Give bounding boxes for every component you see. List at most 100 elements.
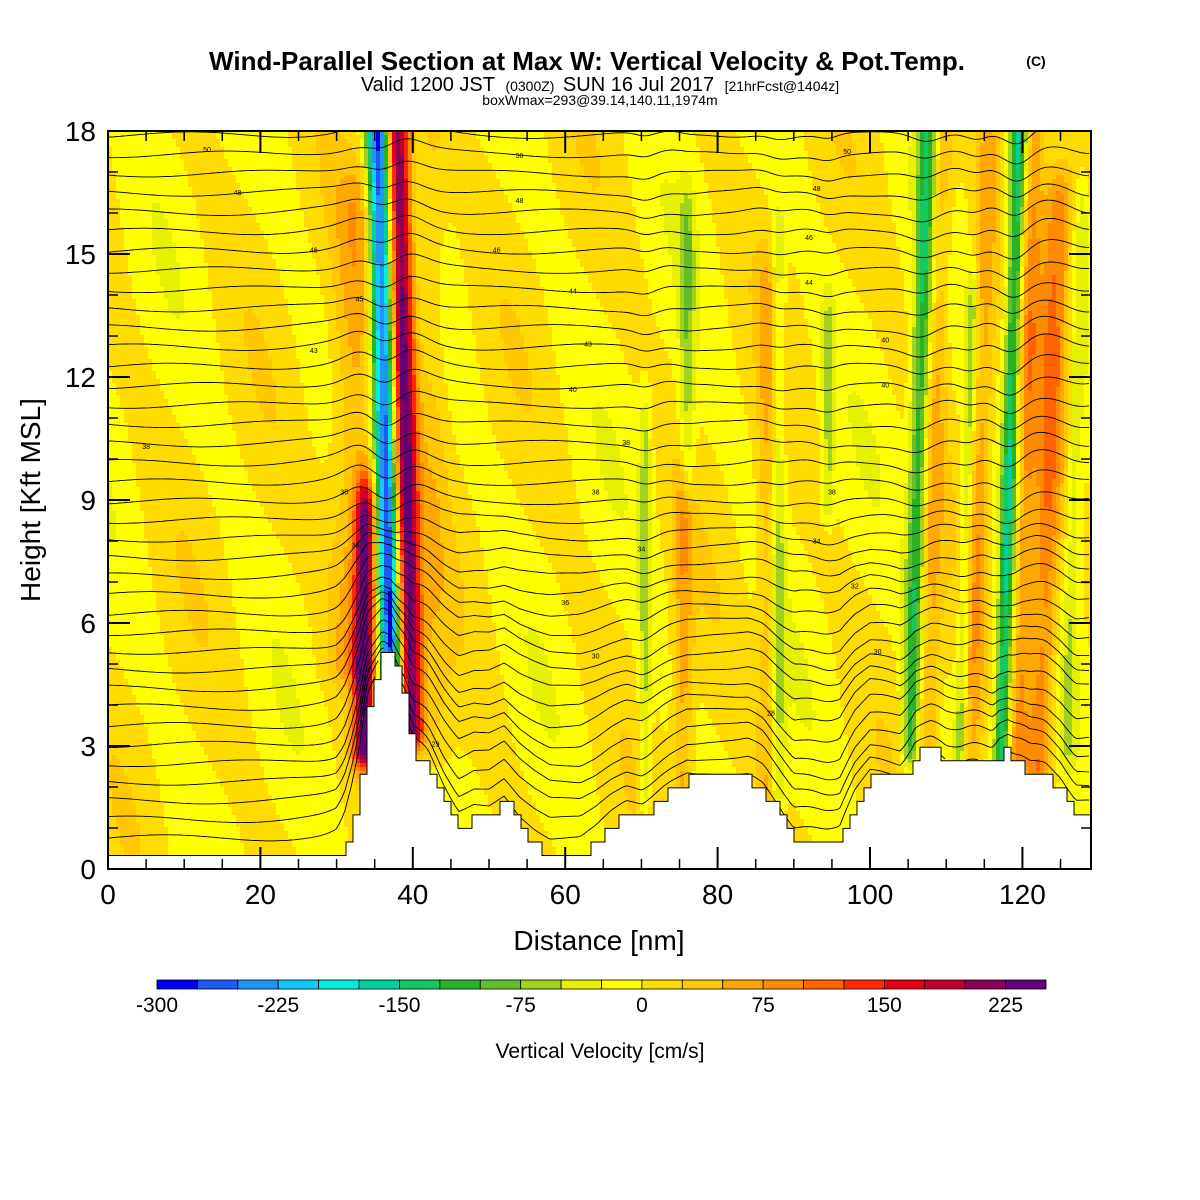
heatmap-cell: [572, 147, 577, 152]
heatmap-cell: [668, 135, 673, 140]
heatmap-cell: [684, 135, 689, 140]
heatmap-cell: [588, 143, 593, 148]
heatmap-cell: [956, 139, 961, 144]
heatmap-cell: [1052, 139, 1057, 144]
heatmap-cell: [864, 135, 869, 140]
heatmap-cell: [288, 139, 293, 144]
heatmap-cell: [748, 135, 753, 140]
heatmap-cell: [812, 143, 817, 148]
heatmap-cell: [872, 139, 877, 144]
heatmap-cell: [176, 135, 181, 140]
heatmap-cell: [188, 139, 193, 144]
heatmap-cell: [400, 143, 405, 148]
heatmap-cell: [988, 143, 993, 148]
heatmap-cell: [244, 143, 249, 148]
heatmap-cell: [496, 143, 501, 148]
heatmap-cell: [596, 147, 601, 152]
heatmap-cell: [404, 139, 409, 144]
heatmap-cell: [276, 139, 281, 144]
heatmap-cell: [632, 147, 637, 152]
heatmap-cell: [688, 135, 693, 140]
heatmap-cell: [616, 143, 621, 148]
heatmap-cell: [620, 147, 625, 152]
heatmap-cell: [148, 147, 153, 152]
heatmap-cell: [676, 143, 681, 148]
heatmap-cell: [732, 143, 737, 148]
heatmap-cell: [972, 143, 977, 148]
heatmap-cell: [860, 143, 865, 148]
heatmap-cell: [176, 147, 181, 152]
heatmap-cell: [468, 139, 473, 144]
heatmap-cell: [524, 139, 529, 144]
heatmap-cell: [720, 147, 725, 152]
heatmap-cell: [876, 143, 881, 148]
heatmap-cell: [544, 147, 549, 152]
heatmap-cell: [756, 143, 761, 148]
heatmap-cell: [572, 135, 577, 140]
heatmap-cell: [416, 147, 421, 152]
heatmap-cell: [284, 147, 289, 152]
heatmap-cell: [280, 147, 285, 152]
heatmap-cell: [344, 135, 349, 140]
heatmap-cell: [652, 135, 657, 140]
heatmap-cell: [480, 143, 485, 148]
heatmap-cell: [1032, 143, 1037, 148]
heatmap-cell: [432, 147, 437, 152]
heatmap-cell: [180, 147, 185, 152]
heatmap-cell: [580, 147, 585, 152]
heatmap-cell: [288, 147, 293, 152]
heatmap-cell: [1080, 139, 1085, 144]
heatmap-cell: [500, 147, 505, 152]
heatmap-cell: [484, 147, 489, 152]
heatmap-cell: [980, 143, 985, 148]
heatmap-cell: [576, 143, 581, 148]
heatmap-cell: [160, 135, 165, 140]
heatmap-cell: [580, 139, 585, 144]
heatmap-cell: [808, 143, 813, 148]
heatmap-cell: [1044, 143, 1049, 148]
heatmap-cell: [264, 139, 269, 144]
heatmap-cell: [684, 139, 689, 144]
heatmap-cell: [1064, 139, 1069, 144]
heatmap-cell: [228, 139, 233, 144]
heatmap-cell: [692, 143, 697, 148]
heatmap-cell: [212, 143, 217, 148]
heatmap-cell: [468, 135, 473, 140]
heatmap-cell: [936, 143, 941, 148]
heatmap-cell: [644, 143, 649, 148]
heatmap-cell: [280, 139, 285, 144]
heatmap-cell: [380, 139, 385, 144]
heatmap-cell: [704, 143, 709, 148]
heatmap-cell: [772, 139, 777, 144]
heatmap-cell: [780, 143, 785, 148]
heatmap-cell: [112, 143, 117, 148]
heatmap-cell: [552, 147, 557, 152]
heatmap-cell: [616, 135, 621, 140]
heatmap-cell: [940, 139, 945, 144]
heatmap-cell: [396, 147, 401, 152]
heatmap-cell: [680, 139, 685, 144]
heatmap-cell: [844, 143, 849, 148]
heatmap-cell: [848, 135, 853, 140]
heatmap-cell: [116, 147, 121, 152]
heatmap-cell: [1048, 135, 1053, 140]
heatmap-cell: [632, 143, 637, 148]
heatmap-cell: [588, 135, 593, 140]
heatmap-cell: [328, 139, 333, 144]
heatmap-cell: [520, 135, 525, 140]
heatmap-cell: [712, 147, 717, 152]
heatmap-cell: [528, 135, 533, 140]
heatmap-cell: [672, 135, 677, 140]
heatmap-cell: [212, 139, 217, 144]
heatmap-cell: [1004, 143, 1009, 148]
heatmap-cell: [728, 143, 733, 148]
heatmap-cell: [536, 135, 541, 140]
heatmap-cell: [316, 143, 321, 148]
heatmap-cell: [620, 143, 625, 148]
heatmap-cell: [476, 143, 481, 148]
heatmap-cell: [524, 135, 529, 140]
heatmap-cell: [376, 135, 381, 140]
heatmap-cell: [168, 139, 173, 144]
heatmap-cell: [612, 139, 617, 144]
heatmap-cell: [460, 139, 465, 144]
